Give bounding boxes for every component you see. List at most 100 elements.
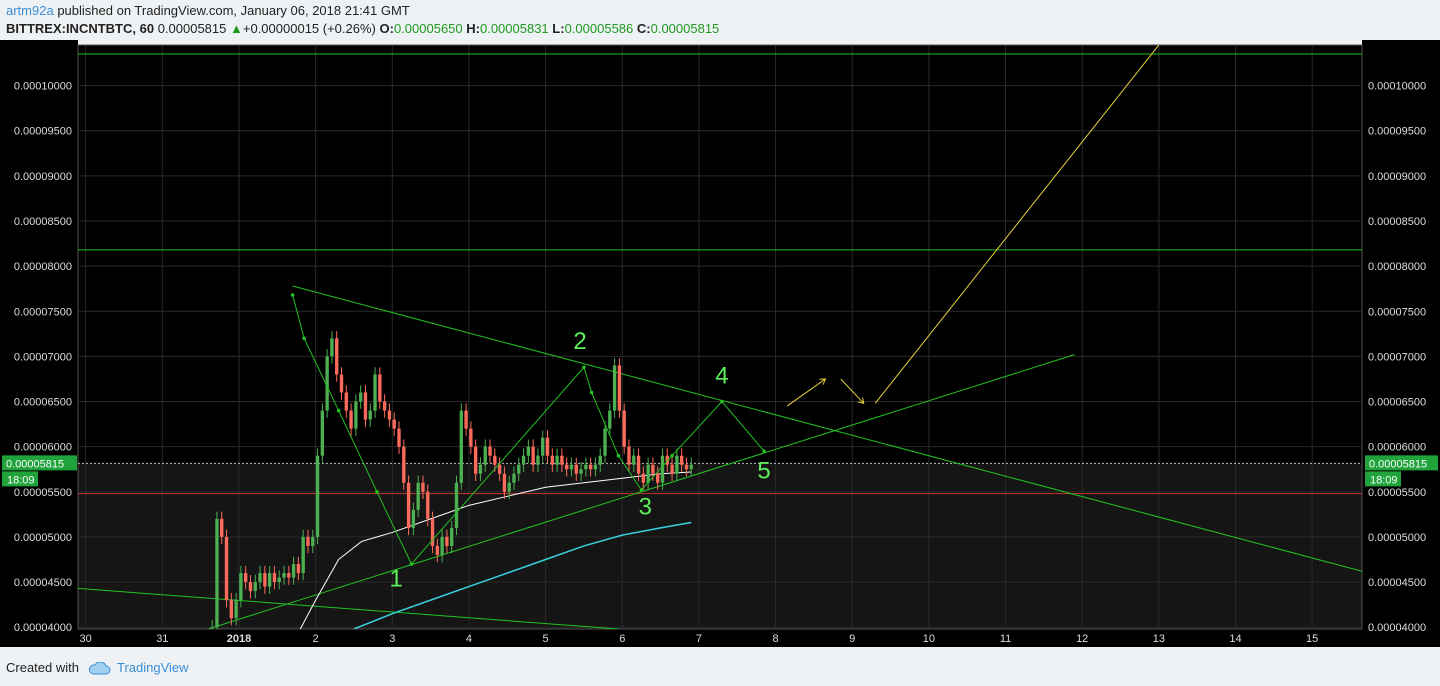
candle-body bbox=[267, 573, 272, 587]
last-price-tag-label: 0.00005815 bbox=[6, 458, 64, 470]
countdown-label: 18:09 bbox=[1370, 474, 1398, 486]
candle-body bbox=[493, 455, 497, 465]
x-tick-label: 15 bbox=[1306, 633, 1318, 645]
candle-body bbox=[588, 464, 593, 470]
candle-body bbox=[521, 455, 526, 465]
wave-vertex bbox=[302, 336, 306, 341]
x-tick-label: 2018 bbox=[227, 633, 251, 645]
right-axis-background bbox=[1362, 40, 1440, 629]
candle-body bbox=[224, 536, 229, 601]
wave-label-5: 5 bbox=[757, 457, 770, 484]
candle-body bbox=[512, 473, 516, 483]
y-tick-label-right: 0.00005000 bbox=[1368, 532, 1426, 544]
last-price-tag bbox=[2, 455, 77, 471]
x-tick-label: 11 bbox=[1000, 633, 1011, 645]
y-tick-label-right: 0.00006000 bbox=[1368, 442, 1426, 454]
y-tick-label-right: 0.00008500 bbox=[1368, 216, 1426, 228]
x-tick-label: 6 bbox=[619, 633, 625, 645]
tradingview-link[interactable]: TradingView bbox=[116, 660, 189, 675]
low-label: L: bbox=[552, 21, 565, 36]
candle-body bbox=[550, 455, 554, 465]
candle-body bbox=[565, 464, 569, 470]
footer: Created with TradingView bbox=[6, 660, 189, 675]
y-tick-label-left: 0.00006000 bbox=[14, 442, 72, 454]
candle-body bbox=[306, 536, 310, 546]
close-value: 0.00005815 bbox=[650, 21, 720, 36]
high-value: 0.00005831 bbox=[479, 21, 549, 36]
candle-body bbox=[272, 573, 277, 583]
projection-arrow-head bbox=[819, 378, 827, 385]
countdown-label: 18:09 bbox=[7, 474, 35, 486]
candle-body bbox=[253, 582, 257, 592]
x-tick-label: 5 bbox=[543, 633, 549, 645]
publish-info: artm92a published on TradingView.com, Ja… bbox=[6, 3, 410, 18]
y-tick-label-left: 0.00009000 bbox=[14, 171, 72, 183]
wave-label-2: 2 bbox=[573, 328, 586, 355]
wave-vertex bbox=[375, 490, 379, 494]
candle-body bbox=[656, 473, 660, 483]
price-chart[interactable]: 0.00004000 0.00004000 0.00004500 0.00004500… bbox=[0, 40, 1440, 652]
y-tick-label-right: 0.00006500 bbox=[1368, 397, 1426, 409]
wave-vertex bbox=[336, 408, 341, 413]
wave-vertex bbox=[589, 390, 594, 395]
candle-body bbox=[210, 627, 214, 629]
x-tick-label: 12 bbox=[1076, 633, 1088, 645]
wave-vertex bbox=[762, 449, 766, 453]
candle-body bbox=[488, 446, 492, 456]
y-tick-label-left: 0.00009500 bbox=[14, 126, 72, 138]
x-tick-label: 30 bbox=[80, 633, 92, 645]
wave-label-3: 3 bbox=[639, 493, 652, 520]
candle-body bbox=[555, 455, 559, 465]
y-tick-label-left: 0.00008500 bbox=[14, 216, 72, 228]
countdown-tag bbox=[1365, 471, 1401, 487]
wave-vertex bbox=[409, 562, 414, 566]
low-value: 0.00005586 bbox=[564, 21, 634, 36]
trendline-descending-resistance bbox=[292, 285, 1362, 572]
y-tick-label-right: 0.00007000 bbox=[1368, 351, 1426, 363]
wave-vertex bbox=[720, 399, 724, 404]
candle-body bbox=[497, 464, 502, 474]
plot-border bbox=[77, 44, 1363, 630]
candle-body bbox=[598, 455, 602, 465]
candle-body bbox=[483, 446, 487, 465]
y-tick-label-left: 0.00007500 bbox=[14, 306, 72, 318]
candle-body bbox=[684, 464, 689, 470]
candle-body bbox=[215, 518, 219, 628]
candle-body bbox=[411, 509, 416, 528]
y-tick-label-right: 0.00004500 bbox=[1368, 577, 1426, 589]
candle-body bbox=[445, 536, 449, 546]
y-tick-label-right: 0.00008000 bbox=[1368, 261, 1426, 273]
candle-body bbox=[651, 464, 655, 474]
candle-body bbox=[349, 410, 353, 429]
candle-body bbox=[632, 455, 636, 465]
candle-body bbox=[406, 482, 411, 528]
projection-arrow-head bbox=[857, 397, 865, 405]
candle-body bbox=[416, 482, 420, 510]
candle-body bbox=[560, 455, 564, 465]
candle-body bbox=[387, 410, 392, 420]
candle-body bbox=[344, 392, 348, 411]
wave-vertex bbox=[290, 293, 295, 297]
y-tick-label-left: 0.00006500 bbox=[14, 397, 72, 409]
candle-body bbox=[277, 577, 281, 583]
y-tick-label-right: 0.00009000 bbox=[1368, 171, 1426, 183]
x-tick-label: 13 bbox=[1153, 633, 1165, 645]
candle-body bbox=[646, 464, 650, 483]
wave-vertex bbox=[670, 453, 674, 458]
plot-content: 1 2 3 4 5 bbox=[78, 45, 1362, 629]
candle-body bbox=[296, 564, 301, 574]
open-label: O: bbox=[379, 21, 394, 36]
wave-vertex bbox=[639, 488, 644, 492]
candle-body bbox=[517, 464, 521, 474]
candle-body bbox=[502, 473, 507, 492]
y-tick-label-left: 0.00004000 bbox=[14, 622, 72, 634]
candle-body bbox=[311, 536, 315, 546]
candle-body bbox=[622, 410, 626, 447]
x-tick-label: 2 bbox=[313, 633, 319, 645]
candle-body bbox=[435, 545, 440, 555]
candle-body bbox=[675, 455, 679, 474]
candle-body bbox=[291, 564, 296, 578]
author-link[interactable]: artm92a bbox=[6, 3, 54, 18]
candle-body bbox=[325, 356, 329, 411]
created-with-text: Created with bbox=[6, 660, 79, 675]
